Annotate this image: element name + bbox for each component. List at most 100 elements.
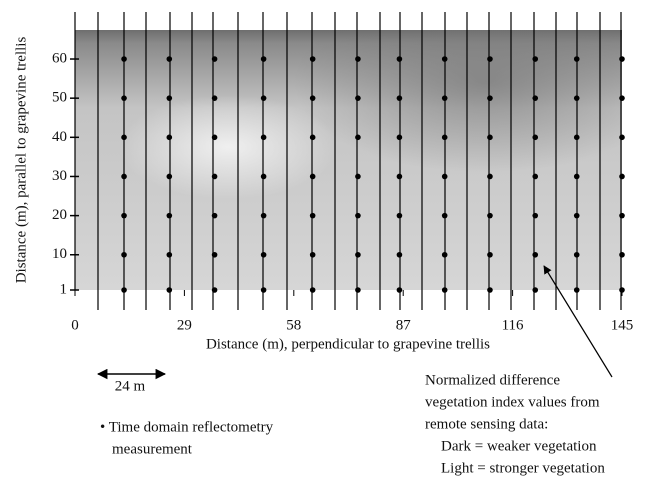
y-tick-label: 50: [52, 90, 67, 106]
measurement-point: [260, 95, 267, 101]
measurement-point: [309, 173, 316, 180]
x-axis-label: Distance (m), perpendicular to grapevine…: [206, 336, 490, 352]
measurement-point: [211, 251, 218, 258]
measurement-point: [532, 212, 539, 219]
measurement-point: [309, 287, 316, 293]
measurement-point: [355, 212, 361, 219]
measurement-point: [166, 173, 173, 180]
measurement-point: [573, 95, 580, 101]
legend-label: measurement: [112, 441, 193, 457]
measurement-point: [309, 251, 316, 258]
measurement-point: [166, 56, 173, 62]
measurement-point: [441, 173, 448, 180]
measurement-point: [487, 212, 493, 219]
measurement-point: [121, 56, 127, 62]
annotation-text: vegetation index values from: [425, 394, 600, 410]
measurement-point: [573, 287, 580, 293]
measurement-point: [487, 56, 493, 62]
measurement-point: [573, 134, 580, 141]
measurement-point: [619, 134, 625, 141]
measurement-point: [532, 251, 539, 258]
measurement-point: [441, 56, 448, 62]
measurement-point: [619, 173, 625, 180]
annotation-arrow: [543, 265, 613, 378]
scale-bar-label: 24 m: [115, 378, 146, 394]
measurement-point: [573, 212, 580, 219]
measurement-point: [441, 95, 448, 101]
measurement-point: [309, 95, 316, 101]
y-tick-label: 40: [52, 129, 67, 145]
measurement-point: [396, 251, 403, 258]
measurement-point: [309, 134, 316, 141]
measurement-point: [260, 251, 267, 258]
measurement-point: [211, 134, 218, 141]
measurement-point: [396, 173, 403, 180]
trellis-rows: [74, 12, 622, 310]
y-tick-label: 10: [52, 246, 67, 262]
measurement-point: [487, 134, 493, 141]
measurement-point: [211, 95, 218, 101]
measurement-point: [532, 134, 539, 141]
measurement-point: [355, 95, 361, 101]
measurement-point: [355, 287, 361, 293]
annotation-text: Light = stronger vegetation: [441, 460, 605, 476]
measurement-point: [396, 212, 403, 219]
measurement-point: [441, 251, 448, 258]
y-tick-label: 60: [52, 50, 67, 66]
measurement-point: [121, 173, 127, 180]
measurement-point: [309, 212, 316, 219]
measurement-point: [121, 134, 127, 141]
measurement-point: [573, 251, 580, 258]
measurement-point: [396, 287, 403, 293]
measurement-point: [619, 95, 625, 101]
measurement-point: [441, 212, 448, 219]
legend-label: • Time domain reflectometry: [100, 419, 274, 435]
measurement-point: [619, 251, 625, 258]
x-tick-label: 58: [286, 317, 301, 333]
measurement-point: [396, 134, 403, 141]
measurement-point: [487, 251, 493, 258]
measurement-point: [121, 287, 127, 293]
measurement-point: [211, 212, 218, 219]
measurement-point: [260, 173, 267, 180]
x-tick-label: 87: [396, 317, 412, 333]
measurement-point: [166, 134, 173, 141]
x-tick-label: 145: [611, 317, 634, 333]
annotation-text: remote sensing data:: [425, 416, 548, 432]
measurement-point: [532, 56, 539, 62]
measurement-point: [619, 287, 625, 293]
y-tick-label: 20: [52, 207, 67, 223]
measurement-point: [355, 56, 361, 62]
measurement-point: [121, 251, 127, 258]
measurement-point: [260, 56, 267, 62]
measurement-point: [619, 56, 625, 62]
measurement-point: [532, 287, 539, 293]
measurement-point: [121, 95, 127, 101]
y-tick-label: 30: [52, 168, 67, 184]
measurement-point: [355, 173, 361, 180]
annotation-text: Normalized difference: [425, 372, 560, 388]
measurement-point: [441, 287, 448, 293]
measurement-point: [532, 95, 539, 101]
x-tick-label: 0: [71, 317, 79, 333]
measurement-point: [211, 56, 218, 62]
measurement-point: [166, 95, 173, 101]
measurement-point: [260, 287, 267, 293]
measurement-point: [166, 287, 173, 293]
measurement-point: [573, 56, 580, 62]
x-tick-label: 116: [502, 317, 524, 333]
measurement-point: [211, 287, 218, 293]
measurement-point: [211, 173, 218, 180]
measurement-point: [260, 212, 267, 219]
measurement-point: [355, 134, 361, 141]
measurement-point: [309, 56, 316, 62]
measurement-point: [260, 134, 267, 141]
y-tick-label: 1: [60, 281, 68, 297]
measurement-point: [355, 251, 361, 258]
measurement-point: [166, 251, 173, 258]
y-axis-label: Distance (m), parallel to grapevine trel…: [13, 37, 29, 284]
measurement-point: [396, 56, 403, 62]
x-tick-label: 29: [177, 317, 192, 333]
